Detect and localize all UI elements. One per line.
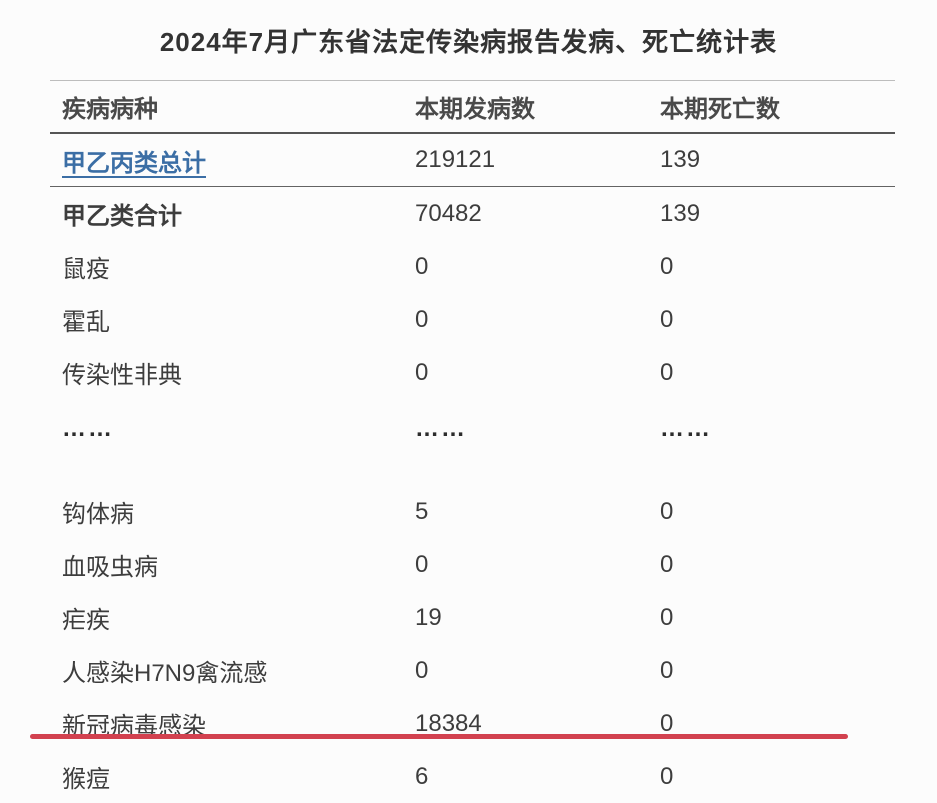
cases-count-cell: 5 bbox=[415, 497, 429, 525]
cases-count-cell: 219121 bbox=[415, 146, 496, 173]
cases-count-cell: 0 bbox=[415, 550, 429, 578]
disease-name-cell: 猴痘 bbox=[62, 766, 110, 793]
deaths-count-cell: 139 bbox=[660, 199, 701, 227]
disease-name-cell: 霍乱 bbox=[62, 309, 110, 336]
cases-count-cell: 0 bbox=[415, 358, 429, 386]
deaths-count-cell: 0 bbox=[660, 550, 674, 578]
deaths-count-cell: 0 bbox=[660, 252, 674, 280]
table-row: 钩体病 5 0 bbox=[50, 485, 895, 538]
cases-count-cell: 0 bbox=[415, 656, 429, 684]
table-row: 传染性非典 0 0 bbox=[50, 346, 895, 399]
disease-total-link[interactable]: 甲乙丙类总计 bbox=[62, 149, 206, 177]
table-header-row: 疾病病种 本期发病数 本期死亡数 bbox=[50, 81, 895, 134]
deaths-count-cell: 0 bbox=[660, 358, 674, 386]
cases-count-cell: 18384 bbox=[415, 709, 482, 737]
table-row: 鼠疫 0 0 bbox=[50, 240, 895, 293]
deaths-count-cell: 0 bbox=[660, 603, 674, 631]
red-underline-annotation bbox=[30, 734, 848, 739]
cases-count-cell: 19 bbox=[415, 603, 442, 631]
deaths-count-cell: 0 bbox=[660, 305, 674, 333]
table-row: 疟疾 19 0 bbox=[50, 591, 895, 644]
table-row: …… …… …… bbox=[50, 399, 895, 459]
disease-name-cell: 鼠疫 bbox=[62, 256, 110, 283]
infectious-disease-table: 疾病病种 本期发病数 本期死亡数 甲乙丙类总计 219121 139 甲乙类合计… bbox=[30, 80, 895, 803]
deaths-count-cell: …… bbox=[660, 415, 712, 442]
table-row: 血吸虫病 0 0 bbox=[50, 538, 895, 591]
table-row: 新冠病毒感染 18384 0 bbox=[50, 697, 895, 750]
table-row: 霍乱 0 0 bbox=[50, 293, 895, 346]
disease-name-cell: 钩体病 bbox=[62, 501, 134, 528]
cases-count-cell: 0 bbox=[415, 252, 429, 280]
column-header-disease: 疾病病种 bbox=[62, 96, 158, 123]
deaths-count-cell: 0 bbox=[660, 709, 674, 737]
table-body: 甲乙丙类总计 219121 139 甲乙类合计 70482 139 鼠疫 0 0… bbox=[50, 134, 895, 803]
disease-name-cell: 血吸虫病 bbox=[62, 554, 158, 581]
deaths-count-cell: 0 bbox=[660, 762, 674, 790]
page-title: 2024年7月广东省法定传染病报告发病、死亡统计表 bbox=[159, 27, 778, 57]
table-row: 甲乙类合计 70482 139 bbox=[50, 187, 895, 240]
column-header-cases: 本期发病数 bbox=[415, 96, 535, 123]
deaths-count-cell: 0 bbox=[660, 656, 674, 684]
table-row: 猴痘 6 0 bbox=[50, 750, 895, 803]
table-row: 人感染H7N9禽流感 0 0 bbox=[50, 644, 895, 697]
disease-name-cell: 疟疾 bbox=[62, 607, 110, 634]
disease-name-cell: 甲乙类合计 bbox=[62, 203, 182, 230]
table-row: 甲乙丙类总计 219121 139 bbox=[50, 134, 895, 187]
cases-count-cell: 6 bbox=[415, 762, 429, 790]
disease-name-cell: 人感染H7N9禽流感 bbox=[62, 660, 268, 687]
cases-count-cell: 70482 bbox=[415, 199, 482, 227]
disease-name-cell: …… bbox=[62, 415, 114, 442]
cases-count-cell: 0 bbox=[415, 305, 429, 333]
cases-count-cell: …… bbox=[415, 415, 467, 442]
deaths-count-cell: 139 bbox=[660, 146, 701, 173]
disease-name-cell: 传染性非典 bbox=[62, 362, 182, 389]
deaths-count-cell: 0 bbox=[660, 497, 674, 525]
column-header-deaths: 本期死亡数 bbox=[660, 96, 780, 123]
